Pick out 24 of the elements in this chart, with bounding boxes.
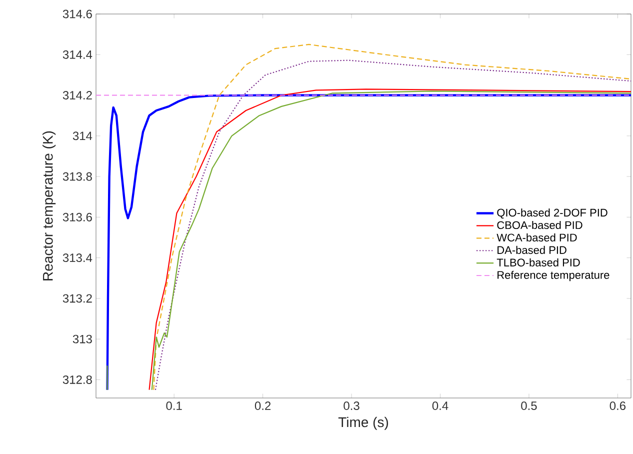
legend-label: WCA-based PID <box>496 233 577 242</box>
legend-label: Reference temperature <box>498 270 610 282</box>
y-axis-title: Reactor temperature (K) <box>42 131 56 280</box>
y-tick-label: 314.2 <box>62 91 92 100</box>
y-tick-label: 314.4 <box>62 50 92 59</box>
y-tick-label: 314.6 <box>62 10 92 18</box>
legend-label: QIO-based 2-DOF PID <box>497 208 608 219</box>
x-axis-title: Time (s) <box>338 416 388 430</box>
x-tick-label: 0.4 <box>432 402 448 410</box>
legend-label: TLBO-based PID <box>496 258 580 266</box>
y-tick-label: 313.6 <box>62 212 92 222</box>
y-tick-label: 313 <box>72 334 92 344</box>
y-tick-label: 314 <box>72 132 92 140</box>
y-tick-label: 312.8 <box>62 375 92 384</box>
legend-label: CBOA-based PID <box>497 220 582 230</box>
x-tick-label: 0.5 <box>521 402 537 410</box>
y-tick-label: 313.8 <box>62 172 92 181</box>
x-tick-label: 0.1 <box>166 402 182 410</box>
x-tick-label: 0.3 <box>344 402 360 410</box>
y-tick-label: 313.4 <box>62 254 92 262</box>
x-tick-label: 0.6 <box>610 402 626 410</box>
legend-label: DA-based PID <box>498 246 566 254</box>
x-tick-label: 0.2 <box>254 402 271 410</box>
y-tick-label: 313.2 <box>62 294 92 303</box>
